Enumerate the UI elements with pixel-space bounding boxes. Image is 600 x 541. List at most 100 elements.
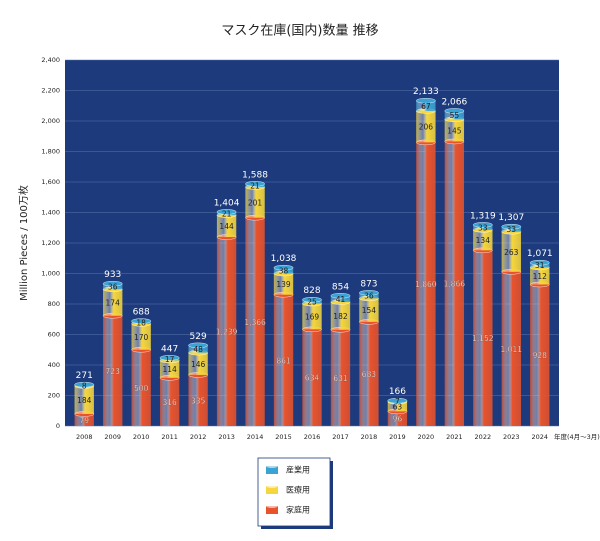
total-label: 2,066 — [441, 97, 467, 107]
bar-segment-top — [159, 355, 180, 361]
data-label: 723 — [106, 367, 121, 376]
bar-segment-top — [102, 281, 123, 287]
bar-segment — [416, 110, 436, 143]
y-tick-label: 200 — [48, 392, 60, 400]
bar-segment — [188, 352, 208, 375]
bar-segment-top — [302, 297, 322, 303]
y-tick-label: 600 — [48, 331, 60, 339]
data-label: 79 — [79, 416, 89, 425]
bar-segment — [302, 329, 322, 426]
legend-swatch — [266, 506, 278, 514]
bar-segment-top — [359, 290, 379, 296]
x-tick-label: 2012 — [190, 433, 207, 441]
x-tick-label: 2019 — [389, 433, 406, 441]
x-tick-label: 2020 — [418, 433, 435, 441]
bar-segment-top — [74, 381, 95, 388]
data-label: 38 — [279, 267, 289, 276]
bar-segment-top — [529, 259, 550, 266]
data-label: 1,011 — [501, 345, 523, 354]
data-label: 182 — [333, 312, 348, 321]
data-label: 201 — [248, 198, 263, 207]
bar-segment — [273, 294, 294, 426]
data-label: 316 — [162, 398, 177, 407]
bar-segment — [473, 250, 493, 426]
bar-segment — [444, 110, 465, 120]
data-label: 63 — [393, 403, 403, 412]
legend-swatch — [266, 466, 278, 474]
bar-segment-top — [131, 318, 152, 324]
x-axis-note: 年度(4月～3月) — [554, 432, 600, 441]
x-tick-label: 2018 — [361, 433, 378, 441]
data-label: 145 — [447, 126, 462, 135]
bar-segment — [74, 385, 94, 414]
legend-swatch-top — [266, 484, 278, 488]
bar-segment — [103, 289, 123, 316]
bar-segment-top — [416, 98, 436, 104]
bar-segment-top — [387, 397, 408, 404]
bar-segment-top — [273, 265, 294, 271]
data-label: 1,366 — [244, 318, 266, 327]
data-label: 36 — [108, 282, 118, 291]
data-label: 184 — [77, 396, 92, 405]
y-tick-label: 2,200 — [41, 87, 60, 95]
total-label: 1,307 — [498, 213, 524, 223]
y-tick-label: 1,600 — [41, 178, 60, 186]
legend-swatch-top — [266, 504, 278, 508]
data-label: 1,860 — [415, 280, 437, 289]
data-label: 7 — [395, 397, 400, 406]
data-label: 174 — [106, 298, 121, 307]
bar-segment-top — [188, 342, 208, 349]
bar-segment — [359, 321, 379, 426]
data-label: 1,152 — [472, 334, 494, 343]
bar-segment — [103, 315, 123, 426]
data-label: 206 — [419, 123, 434, 132]
bar-segment — [74, 413, 94, 426]
total-label: 1,319 — [470, 211, 496, 221]
data-label: 1,239 — [216, 328, 238, 337]
bar-segment — [530, 267, 550, 285]
bar-segment — [444, 141, 465, 426]
x-tick-label: 2015 — [275, 433, 292, 441]
legend-label: 医療用 — [286, 485, 310, 495]
bar-segment — [159, 360, 180, 378]
bar-segment — [131, 323, 151, 350]
y-tick-label: 400 — [48, 361, 60, 369]
x-tick-label: 2022 — [475, 433, 492, 441]
bar-segment — [273, 273, 294, 295]
x-tick-label: 2010 — [133, 433, 150, 441]
y-tick-label: 1,400 — [41, 209, 60, 217]
data-label: 169 — [305, 312, 320, 321]
legend-swatch — [266, 486, 278, 494]
data-label: 48 — [193, 345, 203, 354]
chart-title: マスク在庫(国内)数量 推移 — [221, 23, 378, 39]
bar-segment — [473, 229, 493, 251]
data-label: 36 — [364, 292, 374, 301]
data-label: 31 — [535, 261, 545, 270]
y-tick-label: 1,200 — [41, 239, 60, 247]
x-tick-label: 2016 — [304, 433, 321, 441]
x-tick-label: 2021 — [446, 433, 463, 441]
bar-segment-top — [444, 108, 465, 114]
total-label: 1,038 — [271, 254, 297, 264]
bar-segment — [330, 329, 351, 426]
y-tick-label: 2,400 — [41, 56, 60, 64]
data-label: 114 — [162, 365, 177, 374]
bar-segment — [501, 231, 521, 272]
data-label: 683 — [362, 370, 377, 379]
bar-segment — [245, 217, 265, 426]
bar-segment — [359, 298, 379, 322]
data-label: 170 — [134, 333, 149, 342]
bar-segment — [103, 283, 123, 290]
data-label: 25 — [307, 298, 317, 307]
bar-segment — [387, 401, 408, 412]
bar-segment — [302, 303, 322, 330]
bar-segment — [330, 302, 351, 330]
x-tick-label: 2017 — [332, 433, 349, 441]
bar-segment — [216, 237, 237, 426]
bar-segment — [273, 267, 294, 274]
data-label: 21 — [250, 181, 260, 190]
y-tick-label: 800 — [48, 300, 60, 308]
y-axis-label: Million Pieces / 100万枚 — [17, 185, 30, 301]
data-label: 928 — [533, 351, 548, 360]
